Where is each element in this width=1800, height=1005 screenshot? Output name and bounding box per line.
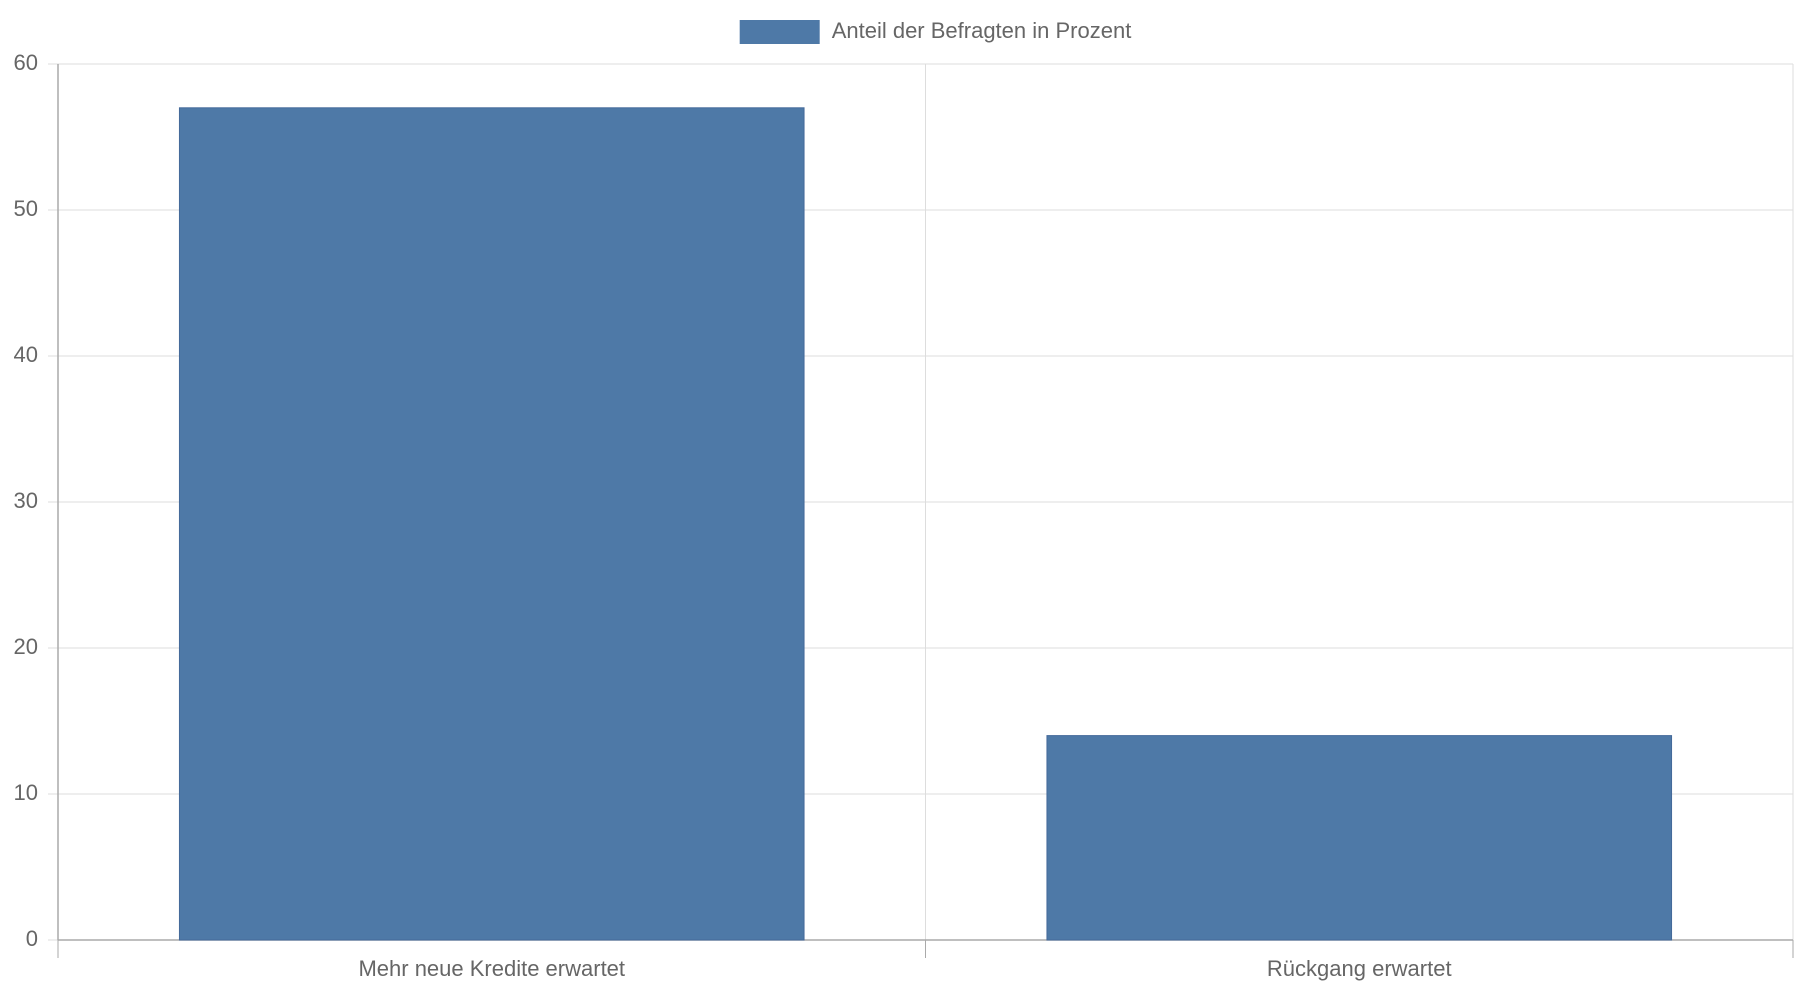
bars [178,107,1673,941]
bar[interactable] [178,107,805,941]
tick-labels: 0 10 20 30 40 50 60 Mehr neue Kredite erwartet R… [14,50,1452,981]
y-tick-label: 10 [14,780,38,805]
bar[interactable] [1046,735,1673,941]
legend-swatch[interactable] [739,20,820,44]
x-tick-label: Mehr neue Kredite erwartet [358,956,625,981]
x-tick-label: Rückgang erwartet [1267,956,1452,981]
y-tick-label: 50 [14,196,38,221]
legend-label[interactable]: Anteil der Befragten in Prozent [832,18,1132,43]
y-tick-label: 30 [14,488,38,513]
y-tick-label: 0 [26,926,38,951]
y-tick-label: 20 [14,634,38,659]
legend[interactable]: Anteil der Befragten in Prozent [739,18,1132,44]
y-tick-label: 60 [14,50,38,75]
y-tick-label: 40 [14,342,38,367]
